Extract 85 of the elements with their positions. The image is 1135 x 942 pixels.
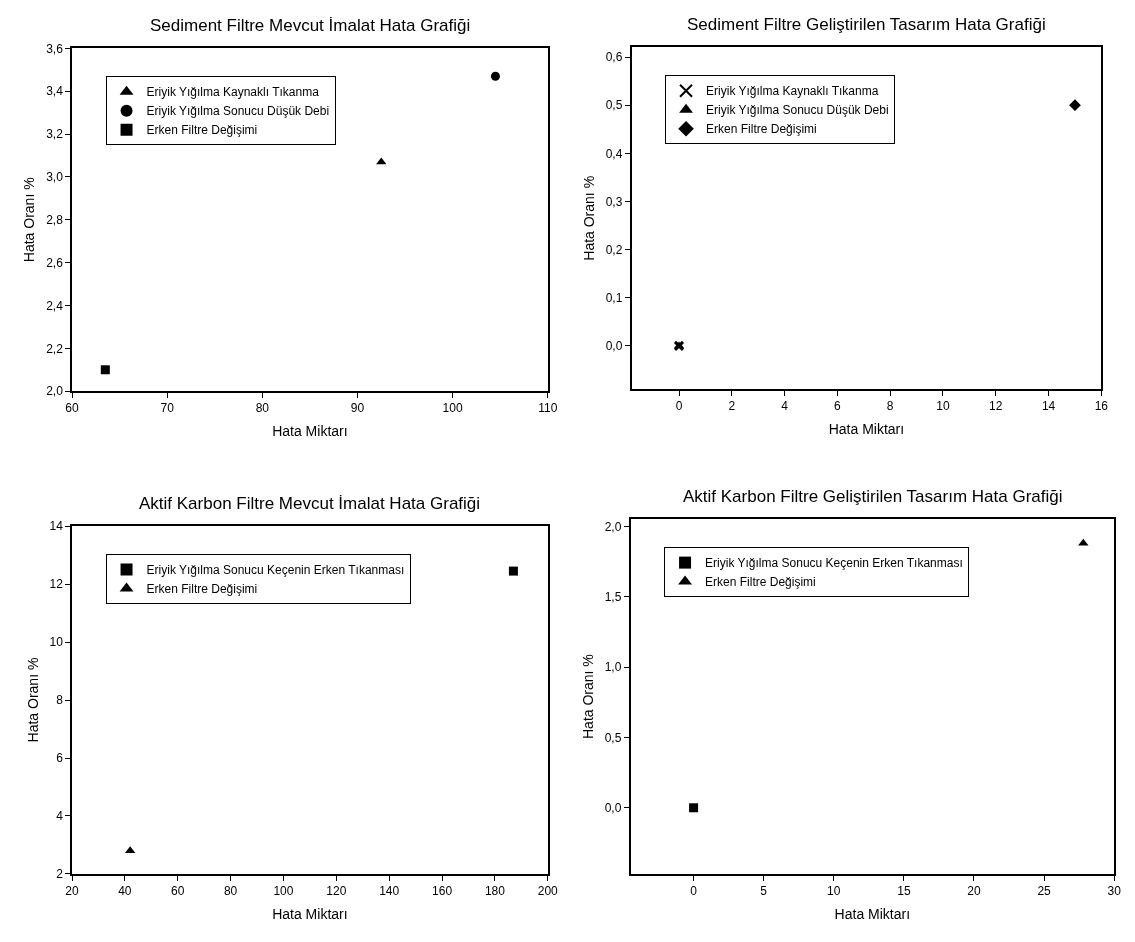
y-tick-label: 4 [56,809,64,824]
y-tick-label: 8 [56,693,64,708]
y-tick-label: 0,5 [605,98,623,113]
legend-label: Eriyik Yığılma Kaynaklı Tıkanma [146,85,320,100]
x-tick-label: 80 [255,401,270,416]
y-tick-label: 6 [56,751,64,766]
chart-title: Sediment Filtre Geliştirilen Tasarım Hata Grafiği [687,15,1046,34]
chart-title: Sediment Filtre Mevcut İmalat Hata Grafiği [150,16,471,35]
y-tick-label: 2,2 [46,341,64,356]
y-tick-label: 0,0 [605,339,623,354]
point [376,157,387,165]
y-tick-label: 2,0 [604,519,622,534]
legend-label: Eriyik Yığılma Sonucu Düşük Debi [706,103,889,118]
x-tick-label: 140 [379,884,400,899]
legend-label: Erken Filtre Değişimi [706,122,817,137]
x-tick-label: 25 [1037,884,1052,899]
x-axis-title: Hata Miktarı [272,423,348,440]
y-tick-label: 3,2 [46,127,64,142]
y-tick-label: 3,6 [46,41,64,56]
x-tick-label: 60 [65,401,80,416]
x-tick-label: 5 [760,884,768,899]
y-tick-label: 14 [49,519,64,534]
legend-label: Erken Filtre Değişimi [146,123,258,138]
x-tick-label: 2 [728,399,736,414]
y-tick-label: 2,4 [46,298,64,313]
x-axis-title: Hata Miktarı [828,421,905,438]
legend-label: Erken Filtre Değişimi [146,582,258,597]
y-tick-label: 0,5 [604,730,622,745]
x-tick-label: 6 [834,399,842,414]
legend-label: Erken Filtre Değişimi [705,575,816,590]
y-tick-label: 0,2 [605,242,623,257]
x-tick-label: 60 [171,884,185,899]
y-tick-label: 0,3 [605,194,623,209]
y-axis-title: Hata Oranı % [21,177,38,263]
legend-label: Eriyik Yığılma Sonucu Keçenin Erken Tıkanması [705,556,963,571]
y-tick-label: 10 [49,635,64,650]
y-axis-title: Hata Oranı % [579,654,596,740]
y-axis-title: Hata Oranı % [24,657,41,743]
x-tick-label: 40 [118,884,132,899]
y-axis-title: Hata Oranı % [580,175,597,261]
x-tick-label: 200 [537,884,559,899]
x-tick-label: 14 [1041,399,1056,414]
y-tick-label: 0,1 [605,290,623,305]
x-tick-label: 100 [273,884,294,899]
point [100,365,110,375]
legend-label: Eriyik Yığılma Sonucu Düşük Debi [146,104,330,119]
x-tick-label: 16 [1094,399,1109,414]
y-tick-label: 3,4 [46,84,64,99]
x-tick-label: 180 [484,884,506,899]
y-tick-label: 2,0 [46,384,64,399]
x-tick-label: 12 [989,399,1003,414]
y-tick-label: 2,6 [46,255,64,270]
y-tick-label: 12 [49,577,64,592]
x-tick-label: 20 [967,884,981,899]
x-tick-label: 4 [781,399,789,414]
x-axis-title: Hata Miktarı [272,905,348,922]
x-tick-label: 110 [538,401,558,416]
y-tick-label: 3,0 [46,170,64,185]
y-tick-label: 0,4 [605,146,623,161]
legend-label: Eriyik Yığılma Sonucu Keçenin Erken Tıkanması [146,563,405,578]
x-tick-label: 100 [442,401,463,416]
x-tick-label: 160 [432,884,453,899]
x-tick-label: 30 [1107,884,1122,899]
x-tick-label: 70 [160,401,175,416]
x-tick-label: 15 [897,884,911,899]
x-axis-title: Hata Miktarı [834,905,911,922]
point [490,71,500,81]
y-tick-label: 2 [56,867,64,882]
chart-title: Aktif Karbon Filtre Mevcut İmalat Hata Grafiği [139,494,481,513]
legend-label: Eriyik Yığılma Kaynaklı Tıkanma [706,84,879,99]
x-tick-label: 0 [675,399,683,414]
x-tick-label: 90 [350,401,365,416]
y-tick-label: 1,5 [604,589,622,604]
y-tick-label: 0,6 [605,50,623,65]
y-tick-label: 0,0 [604,800,622,815]
x-tick-label: 0 [690,884,698,899]
y-tick-label: 2,8 [46,212,64,227]
chart-title: Aktif Karbon Filtre Geliştirilen Tasarım Hata Grafiği [683,487,1063,506]
x-tick-label: 10 [827,884,841,899]
x-tick-label: 8 [886,399,894,414]
x-tick-label: 10 [936,399,950,414]
y-tick-label: 1,0 [604,660,622,675]
x-tick-label: 20 [65,884,80,899]
x-tick-label: 120 [326,884,347,899]
x-tick-label: 80 [223,884,238,899]
